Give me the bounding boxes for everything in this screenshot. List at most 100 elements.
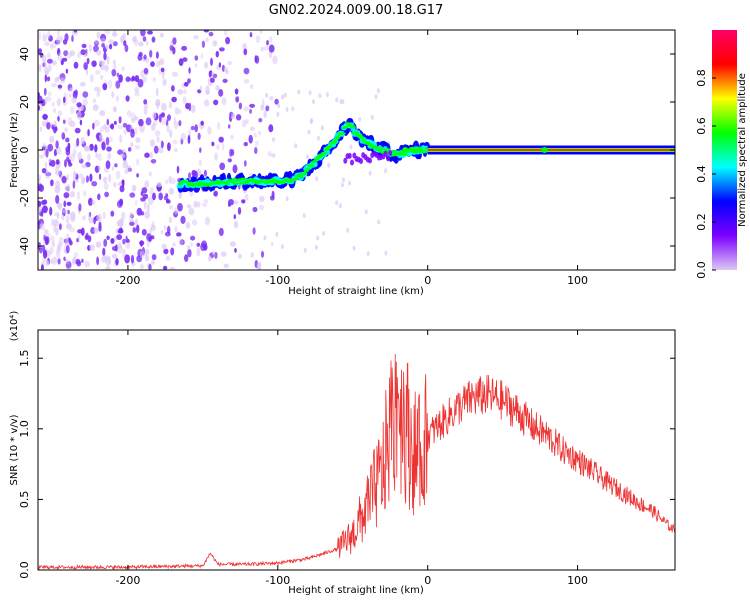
noise-speck [335,97,339,103]
snr-y-tick-label: 0.5 [18,491,31,509]
noise-speck [71,257,77,266]
noise-speck [258,130,261,136]
noise-speck [106,55,110,65]
noise-speck [190,104,196,113]
noise-speck [218,136,224,143]
noise-speck [143,106,148,116]
ridge-blob [338,132,346,135]
noise-speck [92,122,95,130]
noise-speck [185,102,190,110]
noise-speck [42,205,48,214]
noise-speck [98,221,102,228]
ridge-blob [248,178,256,181]
noise-speck [65,146,71,153]
ridge-blob [354,131,360,134]
spectrogram-ridge-layer [176,117,675,193]
noise-speck [148,171,152,177]
noise-speck [41,99,46,107]
noise-speck [338,203,342,209]
noise-speck [180,132,186,141]
ridge-blob [308,164,315,168]
noise-speck [113,30,116,35]
colorbar-tick-label: 0.8 [695,69,708,87]
noise-speck [66,201,72,206]
noise-speck [249,32,253,38]
noise-speck [190,235,196,241]
spectrogram-y-axis-label: Frequency (Hz) [9,112,20,188]
noise-speck [125,242,131,249]
noise-speck [196,242,201,247]
noise-speck [120,153,126,159]
noise-speck [177,89,184,95]
noise-speck [128,147,132,152]
noise-speck [115,170,121,180]
noise-speck [55,194,60,204]
noise-speck [96,49,102,56]
noise-speck [99,60,105,66]
ridge-blob [343,157,348,164]
noise-speck [221,97,227,106]
noise-speck [320,125,324,131]
noise-speck [125,76,131,82]
noise-speck [133,39,139,46]
noise-speck [196,201,201,208]
noise-speck [186,204,192,209]
noise-speck [59,223,62,231]
noise-speck [169,44,174,51]
colorbar: 0.0 0.2 0.4 0.6 0.8 Normalized spectral ampl… [695,30,748,279]
noise-speck [95,152,98,158]
noise-speck [43,234,46,241]
noise-speck [152,192,156,201]
noise-speck [70,211,76,220]
noise-speck [85,68,89,76]
noise-speck [243,79,250,84]
noise-speck [151,123,156,131]
noise-speck [151,36,156,43]
noise-speck [56,98,61,107]
noise-speck [225,36,231,45]
noise-speck [185,222,191,229]
noise-speck [255,35,261,43]
noise-speck [119,134,122,143]
noise-speck [177,108,182,115]
noise-speck [43,61,47,68]
noise-speck [51,82,57,88]
noise-speck [258,118,263,123]
noise-speck [76,111,82,120]
noise-speck [207,255,212,262]
colorbar-tick-label: 0.0 [695,261,708,279]
noise-speck [53,120,57,128]
noise-speck [265,105,270,112]
noise-speck [230,134,234,140]
noise-speck [74,258,81,265]
noise-speck [131,75,135,81]
noise-speck [173,147,178,153]
noise-speck [263,235,267,241]
noise-speck [97,193,101,201]
noise-speck [99,134,103,140]
colorbar-tick-label: 0.2 [695,213,708,231]
noise-speck [49,206,53,216]
noise-speck [266,40,269,46]
noise-speck [160,67,165,73]
noise-speck [176,165,180,174]
noise-speck [228,124,231,129]
noise-speck [210,57,213,66]
noise-speck [136,158,139,166]
noise-speck [245,118,249,124]
noise-speck [317,135,320,141]
noise-speck [77,51,82,59]
noise-speck [158,192,163,201]
noise-speck [223,263,230,269]
noise-speck [57,246,62,251]
noise-speck [221,142,225,151]
noise-speck [214,251,218,259]
noise-speck [81,164,87,169]
noise-speck [117,149,123,155]
noise-speck [38,178,41,185]
noise-speck [162,78,167,86]
noise-speck [172,37,177,45]
noise-speck [153,145,159,154]
noise-speck [81,177,85,185]
noise-speck [46,122,51,130]
